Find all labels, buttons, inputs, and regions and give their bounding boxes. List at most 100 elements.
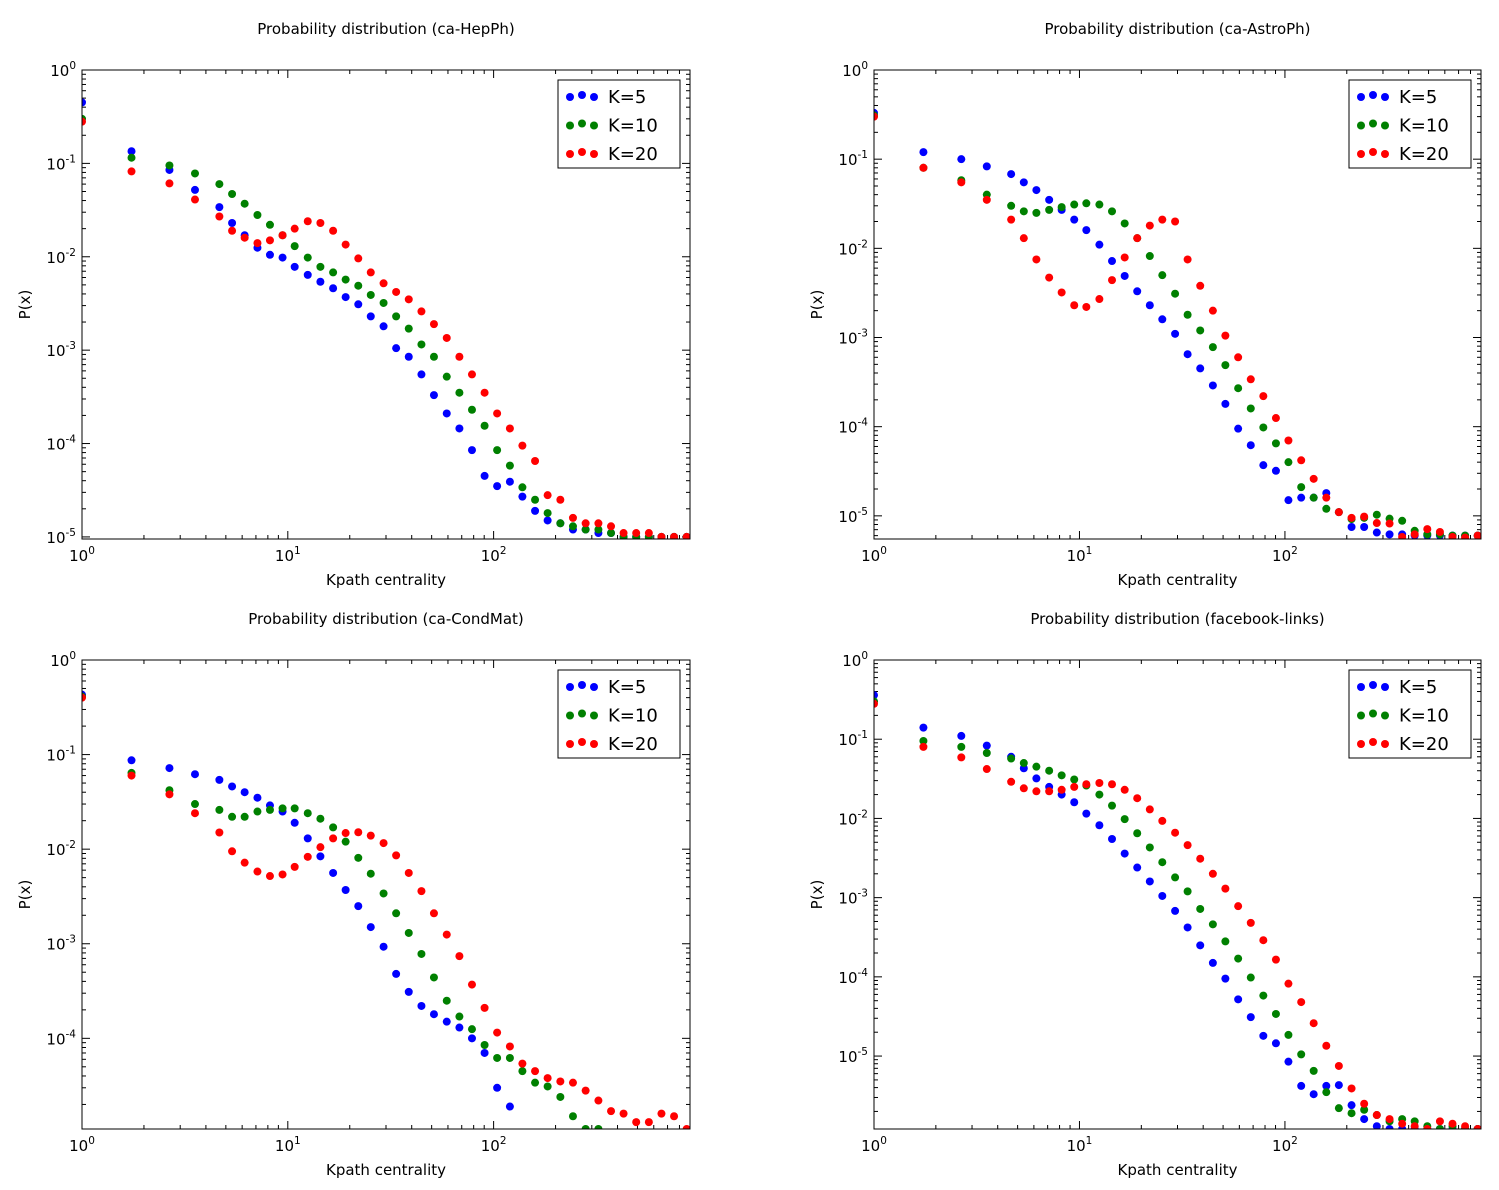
data-point bbox=[1334, 1061, 1343, 1070]
legend: K=5 K=10 K=20 bbox=[557, 669, 681, 759]
legend-marker bbox=[590, 121, 598, 130]
data-point bbox=[1108, 207, 1117, 216]
legend-label: K=10 bbox=[608, 706, 658, 727]
data-point bbox=[467, 446, 476, 455]
legend-marker bbox=[1357, 711, 1365, 720]
data-point bbox=[429, 909, 438, 918]
data-point bbox=[341, 837, 350, 846]
y-tick-label: 10-5 bbox=[838, 1046, 868, 1066]
data-point bbox=[303, 809, 312, 818]
data-point bbox=[392, 969, 401, 978]
data-point bbox=[1070, 301, 1079, 310]
data-point bbox=[215, 775, 224, 784]
data-point bbox=[1082, 780, 1091, 789]
data-point bbox=[1032, 774, 1041, 783]
data-point bbox=[1145, 805, 1154, 814]
data-point bbox=[265, 250, 274, 259]
data-point bbox=[505, 477, 514, 486]
data-point bbox=[316, 843, 325, 852]
data-point bbox=[1007, 754, 1016, 763]
data-point bbox=[1385, 519, 1394, 528]
data-point bbox=[982, 195, 991, 204]
axis-ticks bbox=[873, 69, 1481, 539]
legend: K=5 K=10 K=20 bbox=[1348, 79, 1472, 169]
data-point bbox=[379, 942, 388, 951]
data-point bbox=[240, 788, 249, 797]
data-point bbox=[467, 1034, 476, 1043]
data-points bbox=[82, 98, 690, 539]
data-point bbox=[556, 1077, 565, 1086]
x-tick-label: 100 bbox=[861, 1135, 887, 1155]
data-point bbox=[379, 279, 388, 288]
data-point bbox=[1171, 873, 1180, 882]
y-tick-label: 10-2 bbox=[838, 238, 868, 258]
legend-marker bbox=[578, 709, 586, 718]
y-tick-label: 100 bbox=[842, 650, 868, 670]
data-point bbox=[1435, 527, 1444, 536]
data-point bbox=[1120, 815, 1129, 824]
data-point bbox=[543, 491, 552, 500]
legend-label: K=10 bbox=[1399, 116, 1449, 137]
data-point bbox=[329, 823, 338, 832]
data-point bbox=[442, 409, 451, 418]
data-point bbox=[1108, 257, 1117, 266]
legend-marker bbox=[1381, 121, 1389, 130]
data-point bbox=[1208, 343, 1217, 352]
series-K=20 bbox=[874, 112, 1481, 539]
data-point bbox=[303, 834, 312, 843]
data-point bbox=[329, 268, 338, 277]
data-point bbox=[303, 217, 312, 226]
data-point bbox=[429, 352, 438, 361]
data-point bbox=[619, 529, 628, 538]
data-point bbox=[682, 1125, 690, 1129]
data-point bbox=[919, 163, 928, 172]
y-tick-label: 10-3 bbox=[46, 340, 76, 360]
data-point bbox=[1385, 1125, 1394, 1129]
data-point bbox=[228, 812, 237, 821]
data-points bbox=[874, 108, 1481, 539]
data-point bbox=[1158, 215, 1167, 224]
data-point bbox=[1171, 828, 1180, 837]
data-point bbox=[1221, 937, 1230, 946]
data-point bbox=[228, 190, 237, 198]
data-point bbox=[354, 828, 363, 837]
y-tick-label: 10-1 bbox=[46, 153, 76, 173]
data-point bbox=[290, 818, 299, 827]
data-point bbox=[657, 532, 666, 539]
data-point bbox=[290, 242, 299, 251]
y-axis-label: P(x) bbox=[16, 290, 34, 320]
data-point bbox=[1385, 1115, 1394, 1124]
chart-title: Probability distribution (ca-HepPh) bbox=[257, 20, 514, 38]
data-point bbox=[1133, 863, 1142, 872]
data-point bbox=[1120, 785, 1129, 794]
legend-item: K=5 bbox=[566, 677, 646, 698]
data-point bbox=[341, 240, 350, 249]
data-point bbox=[480, 388, 489, 397]
legend-label: K=5 bbox=[608, 87, 646, 108]
data-point bbox=[1360, 512, 1369, 521]
y-tick-label: 10-4 bbox=[46, 434, 76, 454]
data-point bbox=[1309, 493, 1318, 502]
data-point bbox=[581, 519, 590, 528]
x-axis-label: Kpath centrality bbox=[1117, 571, 1237, 589]
data-point bbox=[543, 1082, 552, 1091]
data-point bbox=[982, 765, 991, 774]
data-point bbox=[1196, 904, 1205, 913]
data-point bbox=[1070, 215, 1079, 224]
data-point bbox=[1271, 955, 1280, 964]
data-point bbox=[366, 831, 375, 840]
data-point bbox=[127, 153, 136, 162]
legend-item: K=20 bbox=[1357, 144, 1449, 165]
data-point bbox=[316, 218, 325, 227]
y-tick-label: 10-1 bbox=[838, 729, 868, 749]
data-point bbox=[543, 1074, 552, 1083]
data-point bbox=[379, 839, 388, 848]
data-point bbox=[1234, 954, 1243, 963]
data-point bbox=[1271, 414, 1280, 423]
legend-label: K=5 bbox=[608, 677, 646, 698]
data-point bbox=[1158, 271, 1167, 280]
data-point bbox=[354, 902, 363, 911]
data-point bbox=[1347, 1109, 1356, 1118]
data-point bbox=[1309, 474, 1318, 483]
data-point bbox=[442, 996, 451, 1005]
